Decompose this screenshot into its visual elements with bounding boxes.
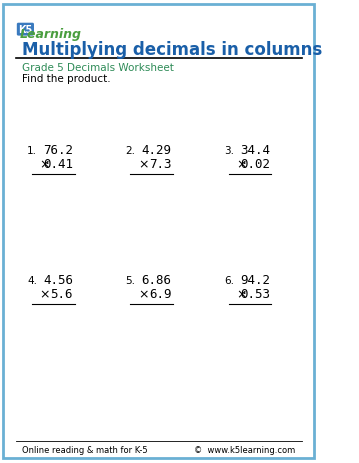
Text: 4.56: 4.56 (43, 274, 73, 287)
Text: 2.: 2. (125, 145, 135, 156)
Text: ×: × (138, 158, 149, 171)
Text: 6.86: 6.86 (141, 274, 172, 287)
Text: 6.9: 6.9 (149, 288, 172, 300)
Text: 4.29: 4.29 (141, 144, 172, 157)
Text: 76.2: 76.2 (43, 144, 73, 157)
Text: Grade 5 Decimals Worksheet: Grade 5 Decimals Worksheet (22, 63, 174, 73)
Text: K5: K5 (18, 25, 33, 35)
Text: Multiplying decimals in columns: Multiplying decimals in columns (22, 41, 322, 58)
Text: ×: × (40, 158, 50, 171)
Text: ×: × (138, 288, 149, 300)
Text: ×: × (237, 158, 247, 171)
Text: 1.: 1. (27, 145, 37, 156)
Text: ×: × (40, 288, 50, 300)
Text: 94.2: 94.2 (240, 274, 270, 287)
Text: ©  www.k5learning.com: © www.k5learning.com (194, 444, 295, 454)
Text: Learning: Learning (20, 28, 82, 41)
FancyBboxPatch shape (3, 5, 314, 458)
Text: 4.: 4. (27, 275, 37, 285)
Text: ×: × (237, 288, 247, 300)
Text: Online reading & math for K-5: Online reading & math for K-5 (22, 444, 148, 454)
Text: 5.: 5. (125, 275, 135, 285)
Text: 34.4: 34.4 (240, 144, 270, 157)
Text: 3.: 3. (224, 145, 234, 156)
Text: 6.: 6. (224, 275, 234, 285)
Text: 5.6: 5.6 (51, 288, 73, 300)
Text: 7.3: 7.3 (149, 158, 172, 171)
Text: 0.02: 0.02 (240, 158, 270, 171)
Text: Find the product.: Find the product. (22, 74, 111, 84)
Text: 0.41: 0.41 (43, 158, 73, 171)
Text: 0.53: 0.53 (240, 288, 270, 300)
